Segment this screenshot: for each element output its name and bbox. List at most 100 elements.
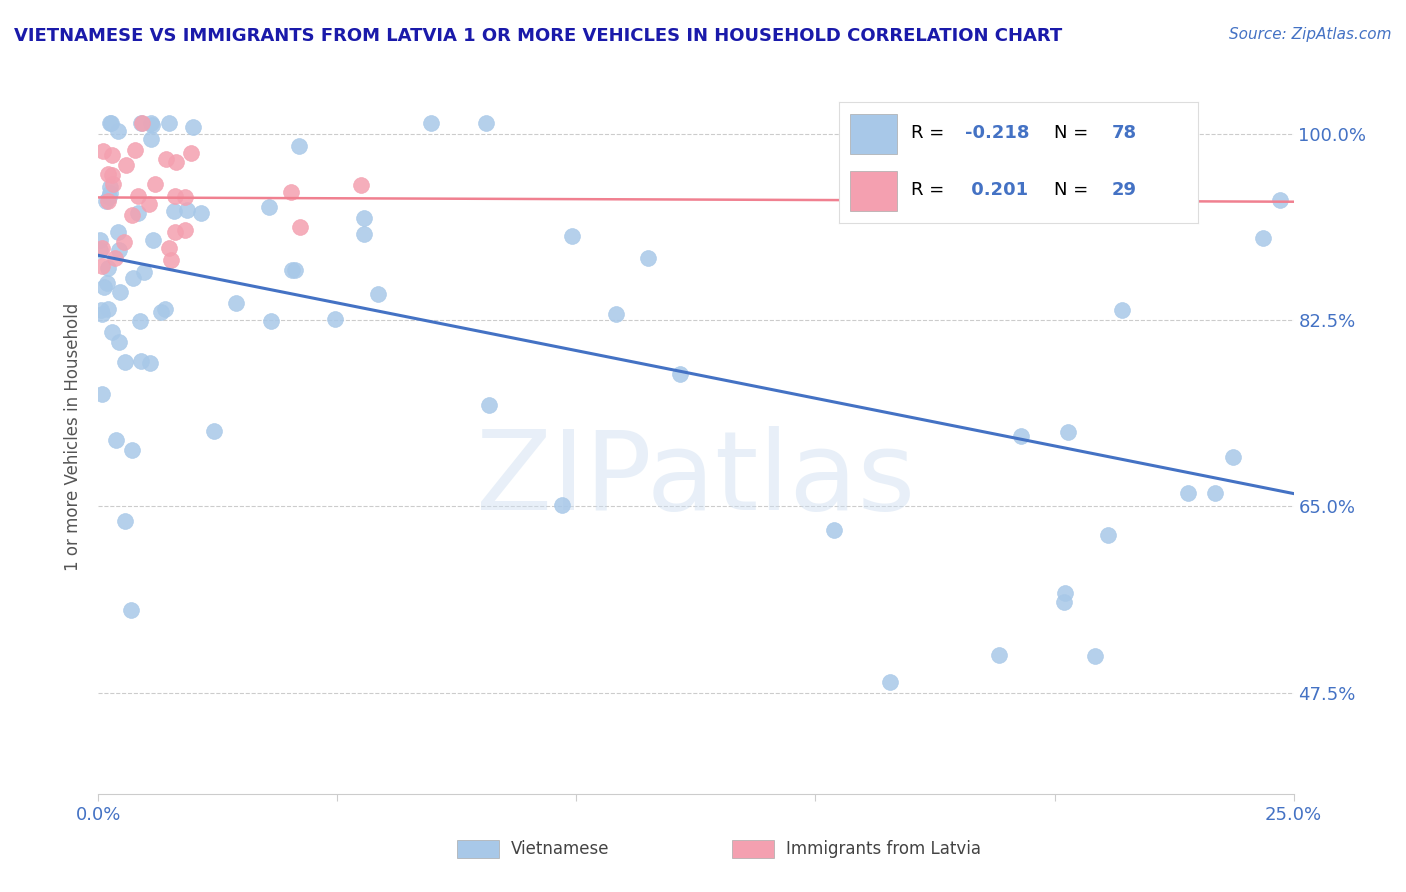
Point bbox=[98, 179, 121, 194]
Point bbox=[260, 314, 283, 328]
Point bbox=[353, 227, 375, 241]
Point bbox=[121, 443, 143, 458]
Text: Source: ZipAtlas.com: Source: ZipAtlas.com bbox=[1229, 27, 1392, 42]
Point bbox=[163, 204, 186, 219]
Point bbox=[988, 648, 1011, 663]
Point bbox=[280, 185, 302, 199]
Point bbox=[1056, 425, 1078, 439]
Point bbox=[139, 132, 162, 146]
Point bbox=[1097, 527, 1119, 541]
Point bbox=[98, 186, 121, 200]
Point bbox=[96, 277, 118, 291]
Point bbox=[257, 200, 280, 214]
Point bbox=[143, 177, 166, 191]
Point bbox=[121, 208, 143, 222]
Point bbox=[605, 307, 627, 321]
Point bbox=[420, 116, 443, 130]
Point bbox=[478, 399, 501, 413]
Point bbox=[284, 263, 307, 277]
Point bbox=[350, 178, 373, 192]
Point bbox=[114, 514, 136, 528]
Point bbox=[141, 118, 163, 132]
Point bbox=[138, 197, 160, 211]
Point bbox=[202, 425, 225, 439]
Point bbox=[1251, 231, 1274, 245]
Point bbox=[89, 244, 111, 258]
Point bbox=[93, 144, 115, 158]
Point bbox=[157, 242, 180, 256]
Point bbox=[101, 177, 124, 191]
Point bbox=[1084, 649, 1107, 664]
Text: ZIPatlas: ZIPatlas bbox=[477, 426, 915, 533]
Point bbox=[173, 189, 195, 203]
Point bbox=[669, 368, 692, 382]
Y-axis label: 1 or more Vehicles in Household: 1 or more Vehicles in Household bbox=[65, 303, 83, 571]
Point bbox=[288, 219, 311, 234]
Point bbox=[1111, 302, 1133, 317]
Point bbox=[101, 168, 124, 182]
Point bbox=[160, 252, 183, 267]
Point bbox=[551, 498, 574, 512]
Point bbox=[98, 190, 121, 204]
Text: Immigrants from Latvia: Immigrants from Latvia bbox=[786, 840, 980, 858]
Point bbox=[1177, 486, 1199, 500]
Point bbox=[176, 203, 198, 218]
Point bbox=[89, 233, 111, 247]
Point bbox=[155, 152, 177, 166]
Point bbox=[190, 206, 212, 220]
Point bbox=[90, 303, 112, 318]
Point bbox=[97, 167, 120, 181]
Point bbox=[91, 241, 114, 255]
Point bbox=[127, 189, 149, 203]
FancyBboxPatch shape bbox=[733, 840, 773, 858]
Point bbox=[114, 355, 136, 369]
Point bbox=[129, 353, 152, 368]
Point bbox=[90, 259, 112, 273]
Point bbox=[108, 243, 131, 257]
Point bbox=[107, 225, 129, 239]
Point bbox=[129, 116, 152, 130]
Point bbox=[1204, 485, 1226, 500]
Point bbox=[157, 116, 180, 130]
Point bbox=[149, 305, 172, 319]
Point bbox=[1053, 585, 1076, 599]
Point bbox=[98, 116, 121, 130]
Point bbox=[97, 194, 120, 208]
Point bbox=[1222, 450, 1244, 464]
Point bbox=[132, 265, 155, 279]
Point bbox=[93, 279, 115, 293]
Point bbox=[112, 235, 135, 250]
Point bbox=[163, 188, 186, 202]
Point bbox=[101, 148, 124, 162]
Point bbox=[142, 233, 165, 247]
Point bbox=[637, 252, 659, 266]
Point bbox=[281, 262, 304, 277]
Point bbox=[128, 314, 150, 328]
Point bbox=[1270, 193, 1292, 207]
Point bbox=[1011, 429, 1033, 443]
Point bbox=[139, 116, 162, 130]
Point bbox=[139, 356, 162, 370]
Point bbox=[879, 675, 901, 690]
Point bbox=[1053, 595, 1076, 609]
Point bbox=[353, 211, 375, 225]
Point bbox=[181, 120, 204, 134]
Point bbox=[165, 155, 187, 169]
Point bbox=[108, 334, 131, 349]
Point bbox=[100, 116, 122, 130]
Point bbox=[90, 387, 112, 401]
Text: Vietnamese: Vietnamese bbox=[510, 840, 609, 858]
Point bbox=[114, 158, 136, 172]
Point bbox=[174, 223, 197, 237]
Point bbox=[122, 271, 145, 285]
Point bbox=[127, 205, 149, 219]
Point bbox=[475, 116, 498, 130]
Point bbox=[823, 523, 845, 537]
Point bbox=[94, 194, 117, 208]
Point bbox=[180, 146, 202, 161]
Point bbox=[163, 226, 186, 240]
Text: VIETNAMESE VS IMMIGRANTS FROM LATVIA 1 OR MORE VEHICLES IN HOUSEHOLD CORRELATION: VIETNAMESE VS IMMIGRANTS FROM LATVIA 1 O… bbox=[14, 27, 1063, 45]
Point bbox=[153, 301, 176, 316]
Point bbox=[97, 260, 120, 275]
Point bbox=[97, 301, 120, 316]
